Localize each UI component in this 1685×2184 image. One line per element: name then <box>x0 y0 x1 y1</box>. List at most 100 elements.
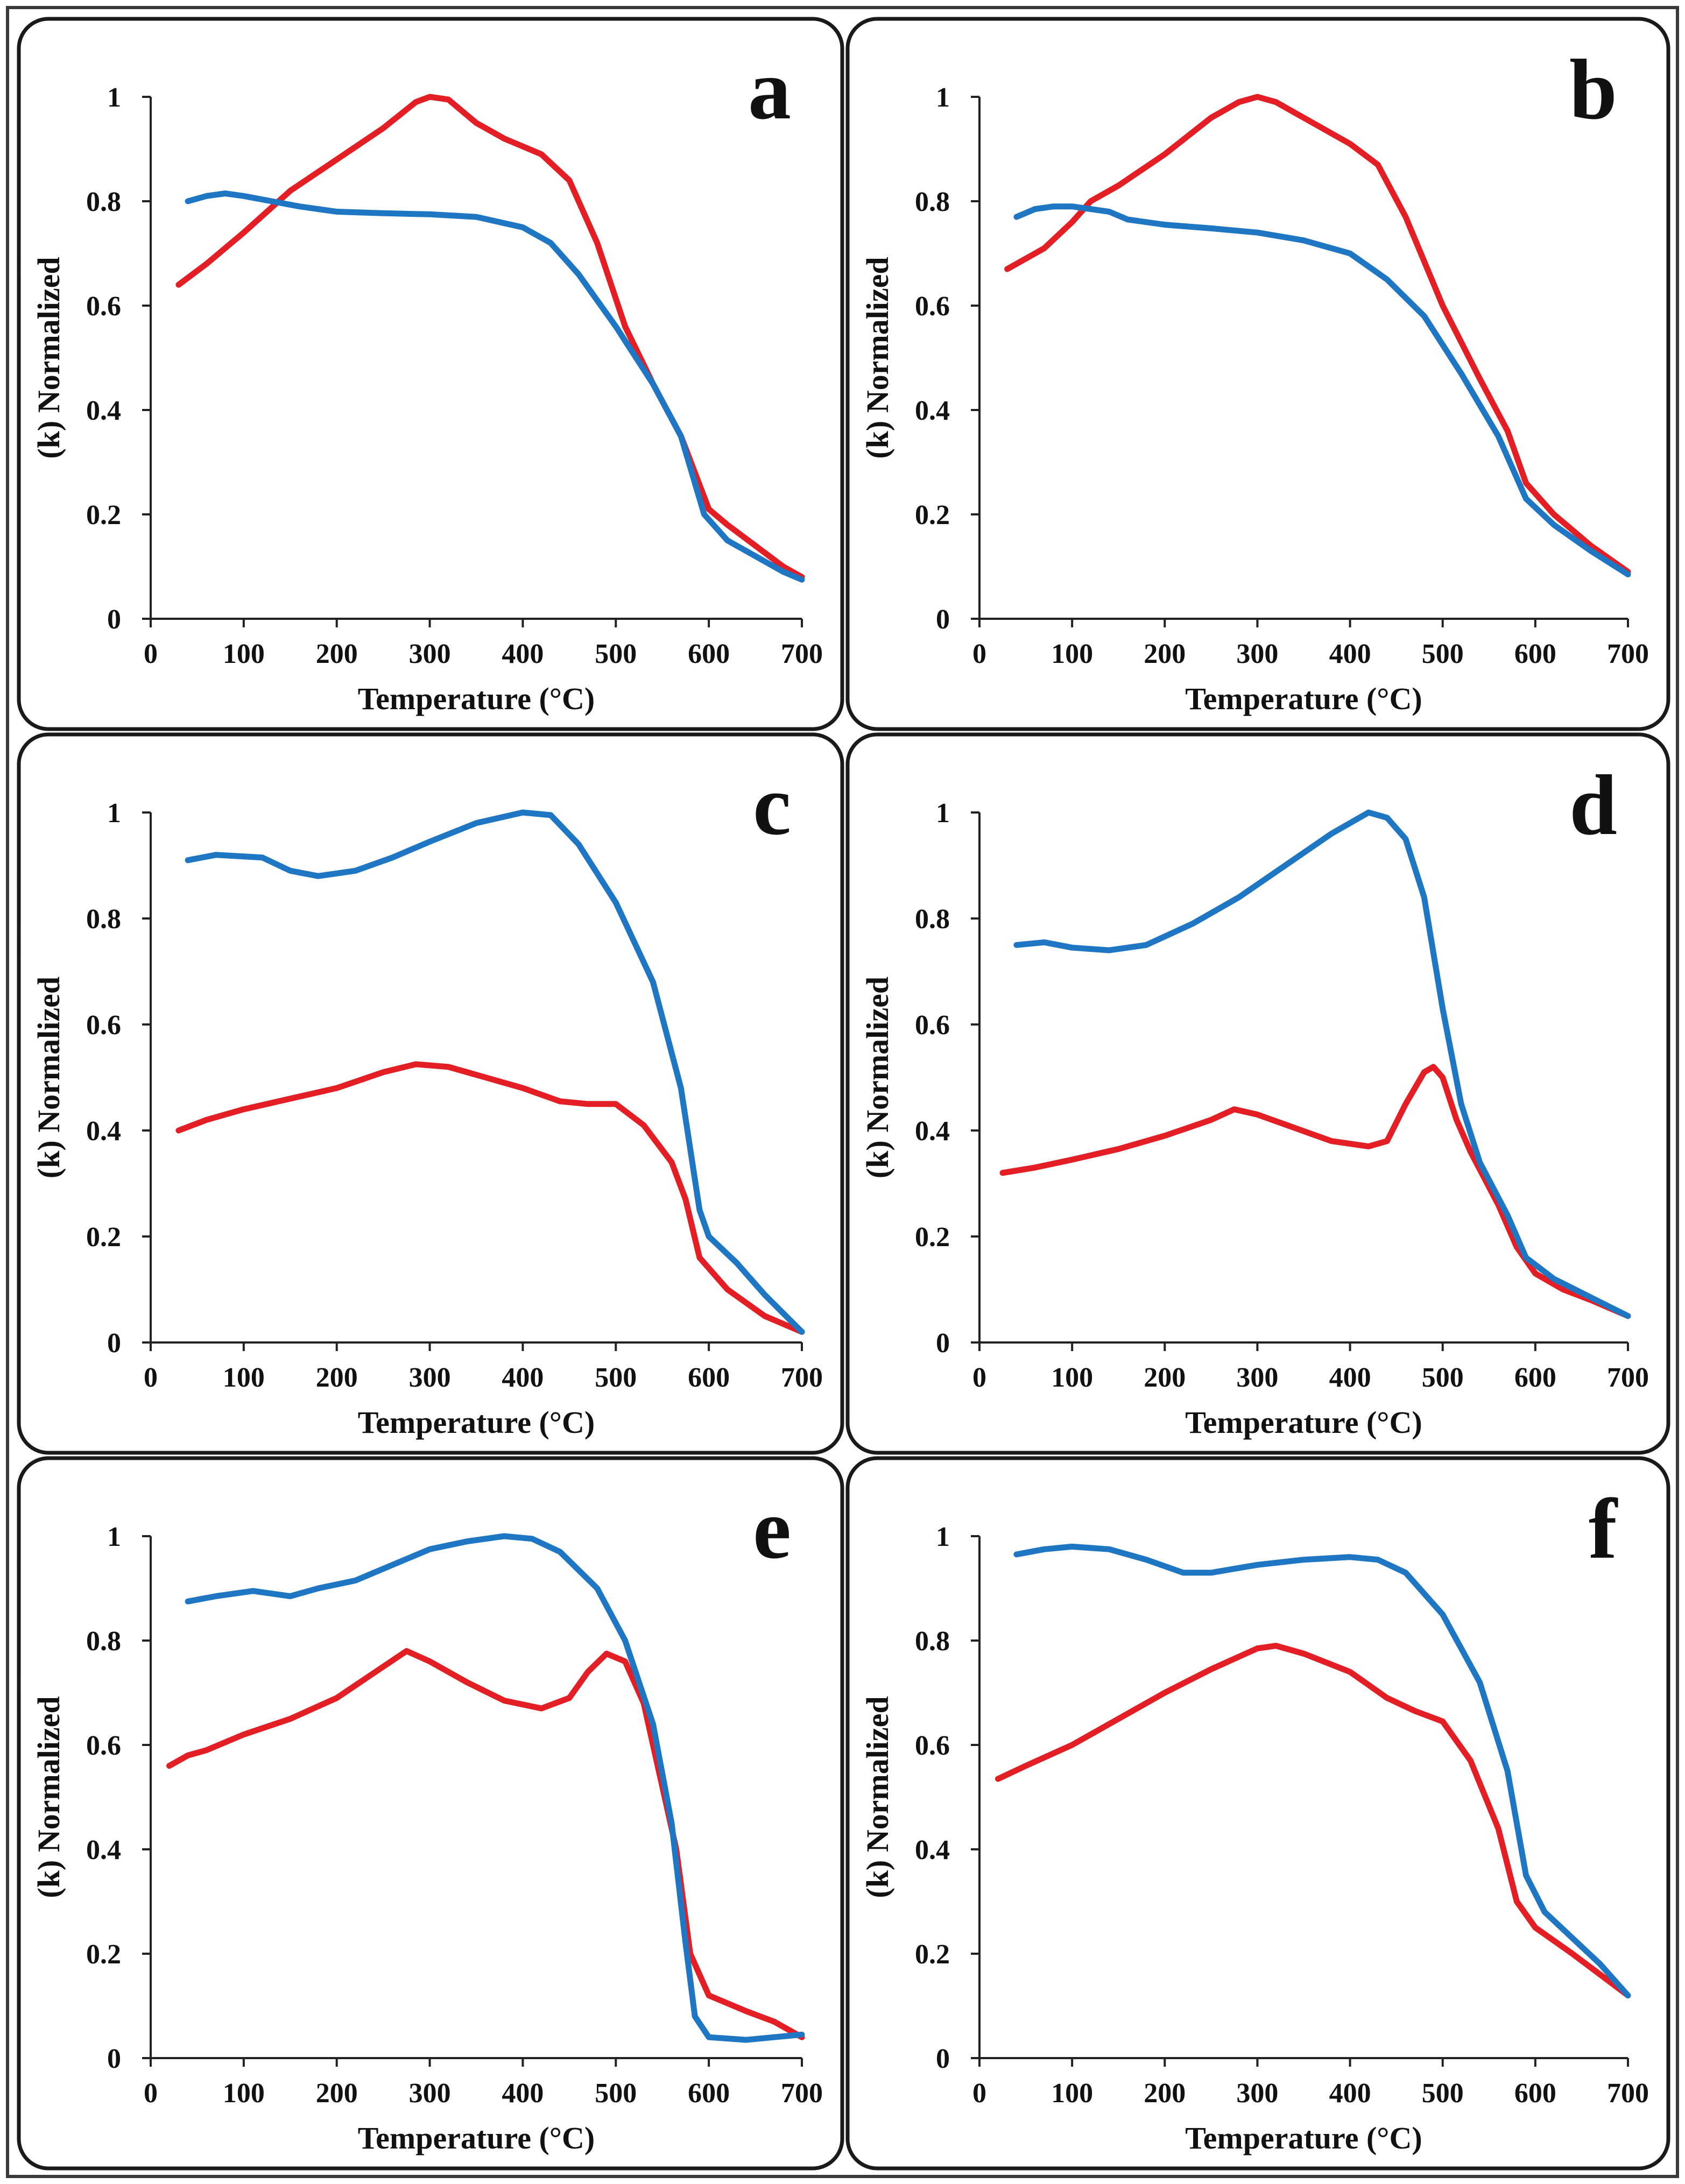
panel-c-xtick-label: 200 <box>316 1362 358 1393</box>
panel-c-ytick-label: 0.4 <box>86 1116 121 1147</box>
panel-a-xtick-label: 0 <box>144 639 158 669</box>
panel-f-ytick-label: 0 <box>936 2044 950 2074</box>
panel-b-border <box>845 17 1670 731</box>
panel-e: 0 0.2 0.4 0.6 0.8 1 0 100 200 300 400 500 600 700 Temp… <box>17 1456 844 2171</box>
panel-f-x-axis-title: Temperature (°C) <box>1185 2121 1422 2155</box>
panel-f-ytick-label: 0.2 <box>915 1939 950 1970</box>
panel-b-xtick-label: 300 <box>1236 639 1278 669</box>
panel-b-ytick-label: 0 <box>936 604 950 635</box>
panel-d-xtick-label: 500 <box>1422 1362 1464 1393</box>
figure-frame <box>6 6 1679 2178</box>
panel-a-blue-series-line <box>185 190 805 583</box>
panel-b-ytick-label: 0.8 <box>915 187 950 217</box>
panel-d-xtick-label: 600 <box>1514 1362 1556 1393</box>
panel-b: 0 0.2 0.4 0.6 0.8 1 0 100 200 300 400 500 600 700 Temp… <box>845 17 1670 731</box>
panel-d-xtick-label: 700 <box>1607 1362 1649 1393</box>
panel-f-red-series-line <box>995 1643 1631 1999</box>
panel-c-xtick-label: 0 <box>144 1362 158 1393</box>
panel-b-red-series-line <box>1004 94 1631 575</box>
panel-b-xtick-label: 100 <box>1051 639 1093 669</box>
panel-e-letter: e <box>753 1481 791 1577</box>
panel-c-xtick-label: 100 <box>223 1362 265 1393</box>
panel-e-ytick-label: 0.6 <box>86 1730 121 1761</box>
panel-f-blue-series-line <box>1013 1543 1631 1999</box>
panel-d-xtick-label: 0 <box>972 1362 986 1393</box>
panel-d-ytick-label: 1 <box>936 798 950 829</box>
panel-a-ytick-label: 0.4 <box>86 395 121 426</box>
panel-e-xtick-label: 200 <box>316 2078 358 2109</box>
panel-d-ytick-label: 0.2 <box>915 1222 950 1253</box>
panel-c-border <box>17 732 844 1455</box>
panel-a-red-series-line <box>175 94 805 580</box>
panel-a-xtick-label: 400 <box>502 639 544 669</box>
panel-b-y-axis-title: (k) Normalized <box>860 257 895 458</box>
panel-c-x-axis-title: Temperature (°C) <box>358 1405 595 1440</box>
panel-e-ytick-label: 0 <box>107 2044 121 2074</box>
panel-f-ytick-label: 0.6 <box>915 1730 950 1761</box>
panel-c-ytick-label: 0 <box>107 1328 121 1359</box>
panel-f-xtick-label: 100 <box>1051 2078 1093 2109</box>
panel-d-xtick-label: 100 <box>1051 1362 1093 1393</box>
panel-f: 0 0.2 0.4 0.6 0.8 1 0 100 200 300 400 500 600 700 Temp… <box>845 1456 1670 2171</box>
panel-f-xtick-label: 300 <box>1236 2078 1278 2109</box>
panel-a-y-axis-title: (k) Normalized <box>31 257 66 458</box>
panel-a-xtick-label: 100 <box>223 639 265 669</box>
panel-a: 0 0.2 0.4 0.6 0.8 1 0 100 200 300 400 500 600 700 Temp… <box>17 17 844 731</box>
panel-d-blue-series-line <box>1013 809 1631 1319</box>
panel-c-ytick-label: 0.2 <box>86 1222 121 1253</box>
panel-d-x-axis-title: Temperature (°C) <box>1185 1405 1422 1440</box>
panel-c-xtick-label: 500 <box>595 1362 637 1393</box>
panel-e-blue-series-line <box>185 1533 805 2043</box>
panel-e-xtick-label: 700 <box>781 2078 823 2109</box>
panel-e-ytick-label: 0.8 <box>86 1626 121 1657</box>
panel-f-xtick-label: 500 <box>1422 2078 1464 2109</box>
panel-d-ytick-label: 0 <box>936 1328 950 1359</box>
panel-a-xtick-label: 300 <box>409 639 451 669</box>
panel-f-ytick-label: 0.4 <box>915 1835 950 1865</box>
panel-c-letter: c <box>753 757 791 853</box>
panel-b-ytick-label: 0.6 <box>915 291 950 322</box>
panel-e-ytick-label: 1 <box>107 1522 121 1552</box>
panel-a-xtick-label: 200 <box>316 639 358 669</box>
panel-c-ytick-label: 1 <box>107 798 121 829</box>
panel-c-xtick-label: 300 <box>409 1362 451 1393</box>
panel-c-y-axis-title: (k) Normalized <box>31 977 66 1178</box>
panel-c-xtick-label: 600 <box>688 1362 730 1393</box>
panel-f-ytick-label: 0.8 <box>915 1626 950 1657</box>
panel-b-xtick-label: 400 <box>1329 639 1371 669</box>
panel-c: 0 0.2 0.4 0.6 0.8 1 0 100 200 300 400 500 600 700 Temp… <box>17 732 844 1455</box>
panel-a-xtick-label: 700 <box>781 639 823 669</box>
panel-b-xtick-label: 0 <box>972 639 986 669</box>
panel-e-border <box>17 1456 844 2171</box>
panel-b-x-axis-title: Temperature (°C) <box>1185 681 1422 716</box>
panel-a-xtick-label: 600 <box>688 639 730 669</box>
panel-d-ytick-label: 0.4 <box>915 1116 950 1147</box>
panel-a-ytick-label: 0.2 <box>86 500 121 531</box>
panel-b-xtick-label: 200 <box>1144 639 1186 669</box>
panel-f-border <box>845 1456 1670 2171</box>
panel-a-x-axis-title: Temperature (°C) <box>358 681 595 716</box>
panel-b-xtick-label: 500 <box>1422 639 1464 669</box>
panel-e-xtick-label: 100 <box>223 2078 265 2109</box>
panel-e-xtick-label: 400 <box>502 2078 544 2109</box>
panel-a-letter: a <box>748 41 791 137</box>
panel-e-y-axis-title: (k) Normalized <box>31 1696 66 1898</box>
panel-f-xtick-label: 400 <box>1329 2078 1371 2109</box>
panel-c-ytick-label: 0.6 <box>86 1010 121 1041</box>
panel-e-x-axis-title: Temperature (°C) <box>358 2121 595 2155</box>
panel-e-xtick-label: 600 <box>688 2078 730 2109</box>
panel-d-ytick-label: 0.8 <box>915 904 950 935</box>
panel-e-xtick-label: 500 <box>595 2078 637 2109</box>
panel-b-blue-series-line <box>1013 203 1631 577</box>
panel-e-ytick-label: 0.2 <box>86 1939 121 1970</box>
panel-a-ytick-label: 0.6 <box>86 291 121 322</box>
panel-e-red-series-line <box>166 1648 805 2040</box>
panel-b-ytick-label: 1 <box>936 82 950 113</box>
panel-f-xtick-label: 0 <box>972 2078 986 2109</box>
panel-f-letter: f <box>1589 1481 1618 1577</box>
panel-d-xtick-label: 400 <box>1329 1362 1371 1393</box>
panel-f-xtick-label: 600 <box>1514 2078 1556 2109</box>
panel-c-ytick-label: 0.8 <box>86 904 121 935</box>
panel-e-xtick-label: 300 <box>409 2078 451 2109</box>
